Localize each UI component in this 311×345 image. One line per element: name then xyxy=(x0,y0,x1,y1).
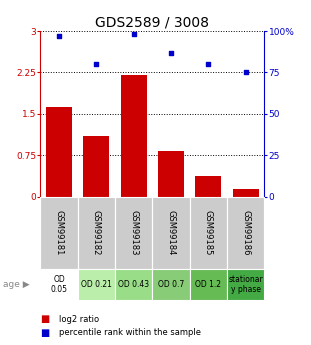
Text: GSM99182: GSM99182 xyxy=(92,210,101,256)
Text: OD 0.21: OD 0.21 xyxy=(81,280,112,289)
Text: GSM99185: GSM99185 xyxy=(204,210,213,256)
Bar xyxy=(78,197,115,269)
Bar xyxy=(40,197,78,269)
Text: GSM99181: GSM99181 xyxy=(55,210,63,256)
Bar xyxy=(227,269,264,300)
Bar xyxy=(227,197,264,269)
Bar xyxy=(121,75,147,197)
Text: ■: ■ xyxy=(40,328,50,338)
Point xyxy=(57,33,62,39)
Text: GSM99183: GSM99183 xyxy=(129,210,138,256)
Text: stationar
y phase: stationar y phase xyxy=(228,275,263,294)
Text: GSM99186: GSM99186 xyxy=(241,210,250,256)
Bar xyxy=(83,136,109,197)
Bar xyxy=(190,269,227,300)
Bar xyxy=(115,197,152,269)
Bar xyxy=(195,176,221,197)
Bar xyxy=(40,269,78,300)
Bar xyxy=(78,269,115,300)
Bar xyxy=(152,197,190,269)
Point xyxy=(94,61,99,67)
Bar xyxy=(115,269,152,300)
Point xyxy=(169,50,174,55)
Title: GDS2589 / 3008: GDS2589 / 3008 xyxy=(95,16,209,30)
Text: percentile rank within the sample: percentile rank within the sample xyxy=(59,328,201,337)
Bar xyxy=(190,197,227,269)
Text: ■: ■ xyxy=(40,314,50,324)
Bar xyxy=(152,269,190,300)
Text: age ▶: age ▶ xyxy=(3,280,30,289)
Point xyxy=(206,61,211,67)
Point xyxy=(243,70,248,75)
Bar xyxy=(46,107,72,197)
Text: OD 0.43: OD 0.43 xyxy=(118,280,149,289)
Text: GSM99184: GSM99184 xyxy=(167,210,175,256)
Text: OD
0.05: OD 0.05 xyxy=(51,275,67,294)
Point xyxy=(131,32,136,37)
Bar xyxy=(158,151,184,197)
Text: log2 ratio: log2 ratio xyxy=(59,315,99,324)
Text: OD 1.2: OD 1.2 xyxy=(195,280,221,289)
Bar xyxy=(233,189,259,197)
Text: OD 0.7: OD 0.7 xyxy=(158,280,184,289)
